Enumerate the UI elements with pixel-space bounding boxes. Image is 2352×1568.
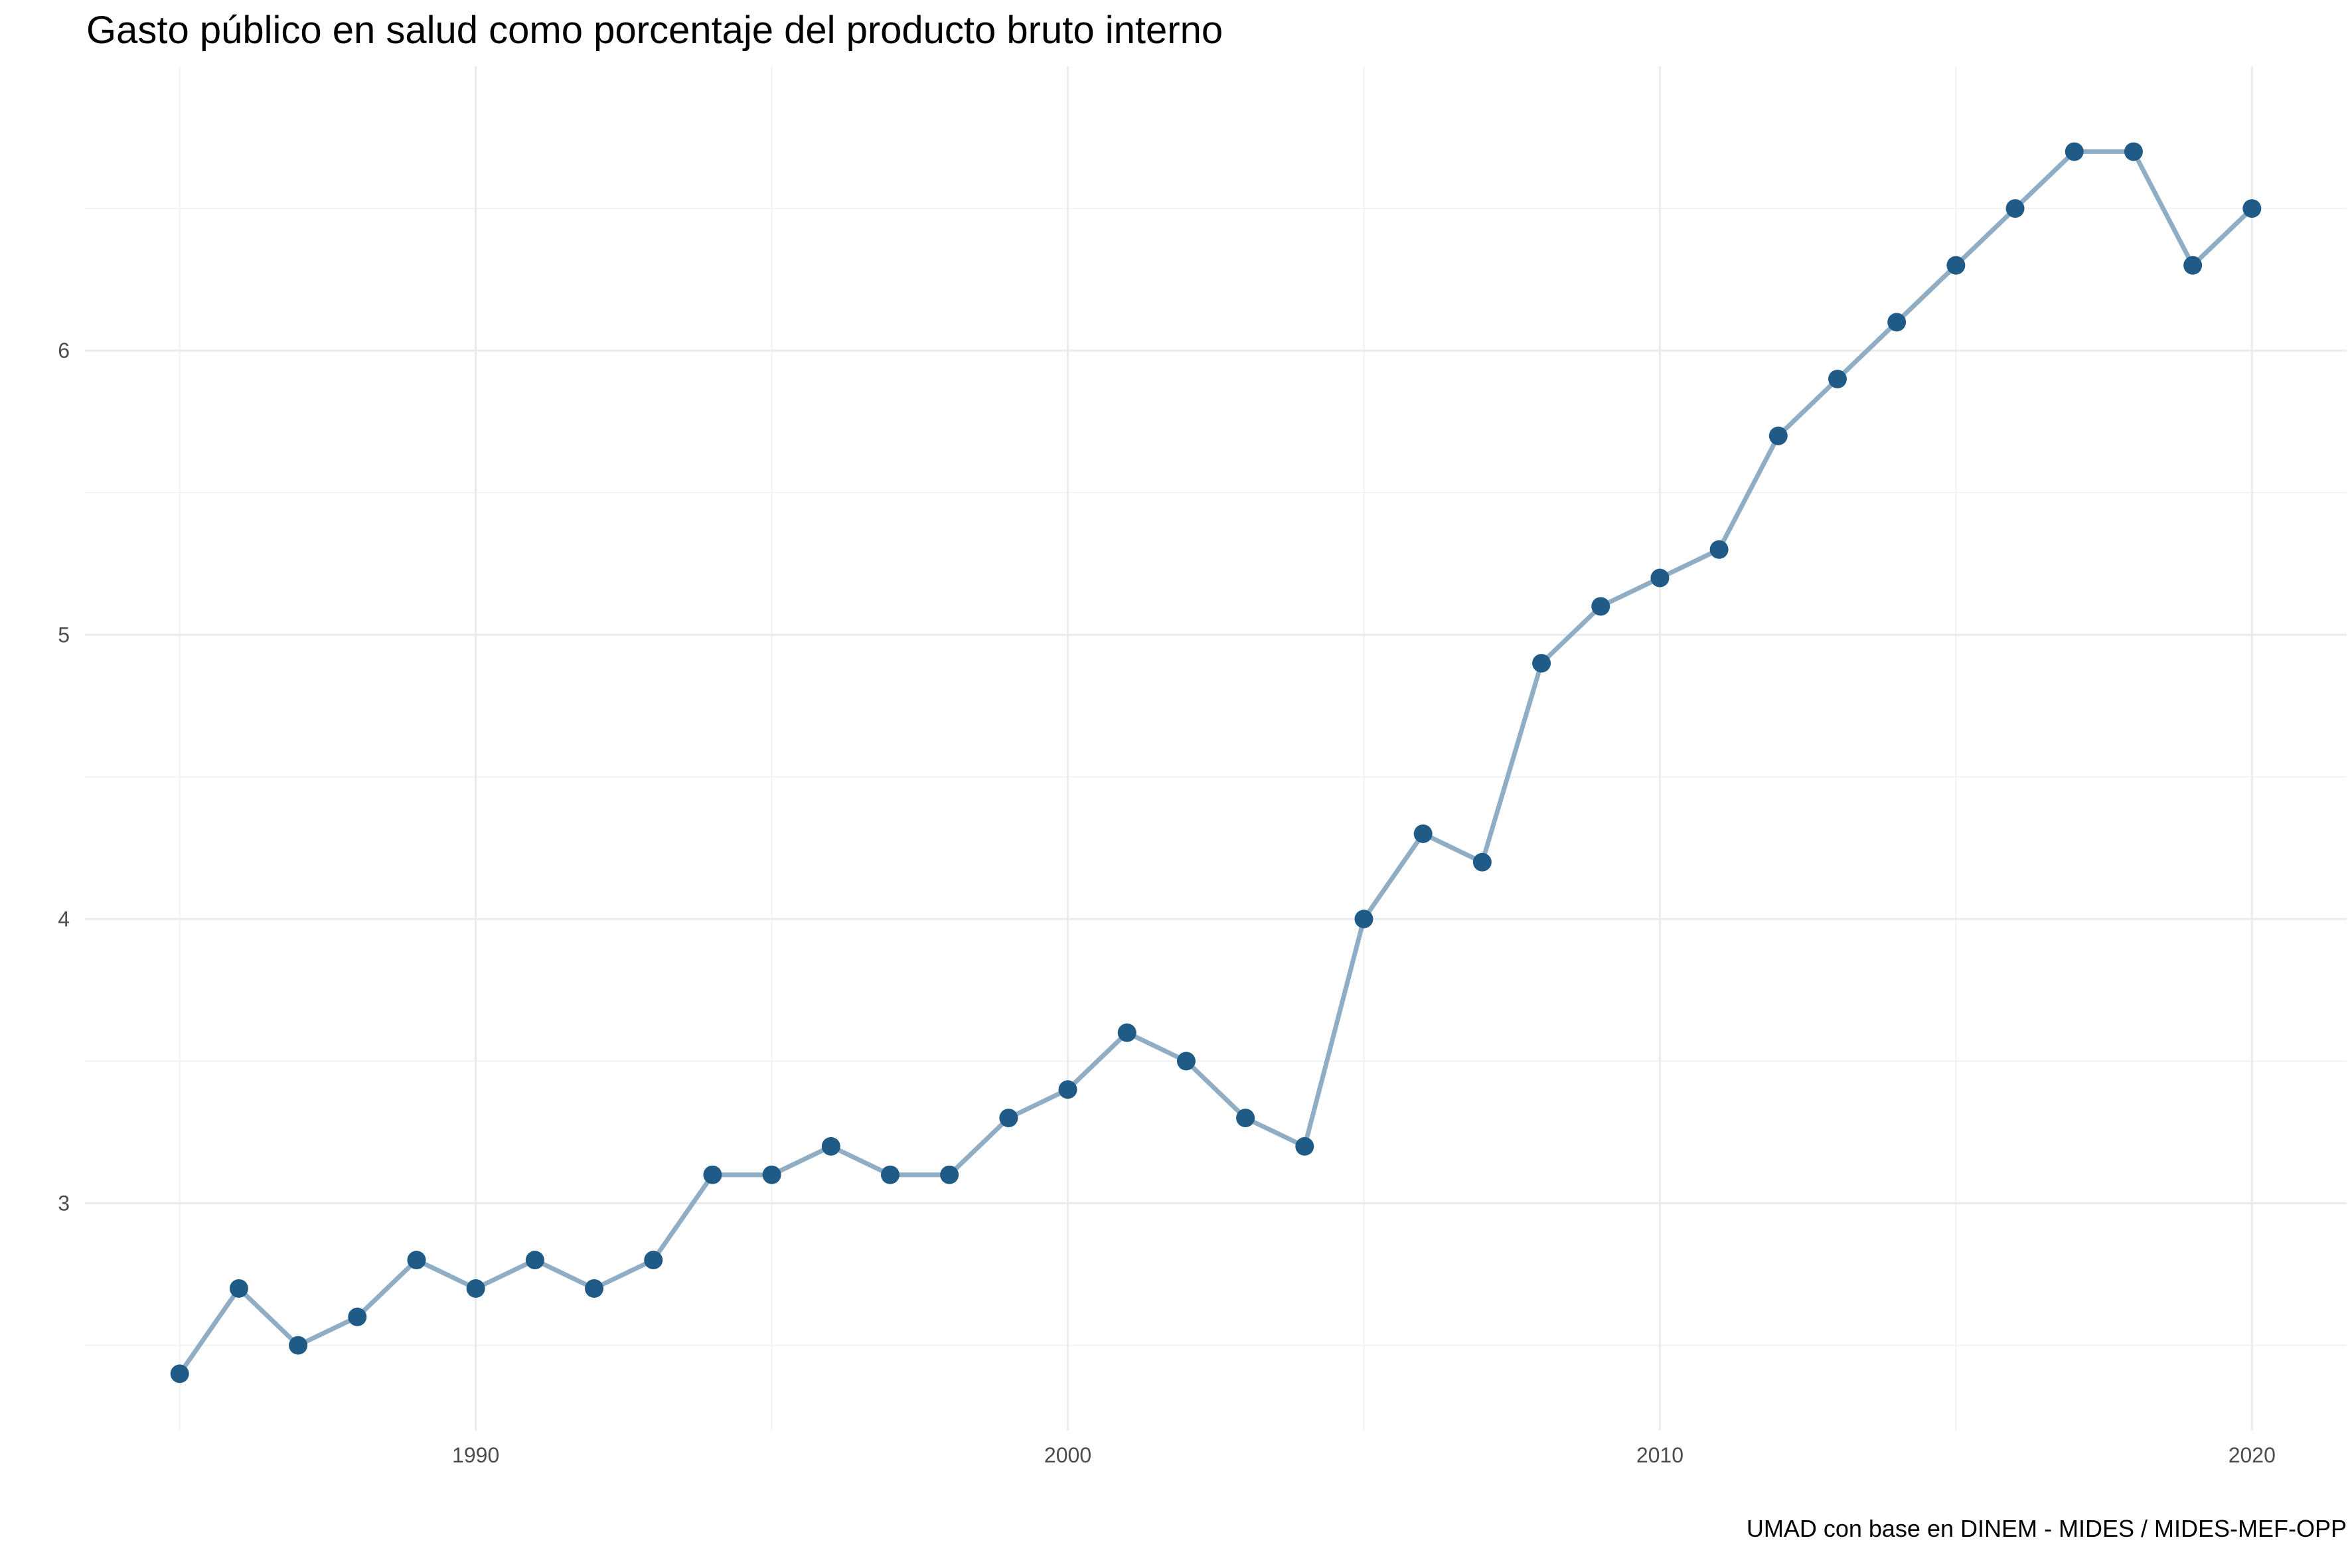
data-point	[1887, 313, 1907, 332]
data-point	[466, 1279, 485, 1298]
data-point	[880, 1165, 900, 1184]
data-point	[289, 1336, 308, 1355]
minor-gridlines	[85, 66, 2347, 1431]
y-axis: 3 4 5 6	[58, 339, 70, 1215]
data-point	[1176, 1052, 1196, 1071]
chart-caption: UMAD con base en DINEM - MIDES / MIDES-M…	[1746, 1515, 2347, 1542]
data-point	[2005, 199, 2025, 218]
data-point	[1472, 852, 1492, 872]
data-point	[1709, 540, 1729, 559]
data-point	[1591, 597, 1610, 616]
x-tick-label: 2020	[2229, 1443, 2276, 1467]
data-point	[2242, 199, 2262, 218]
data-point	[1650, 568, 1670, 588]
chart-title: Gasto público en salud como porcentaje d…	[86, 9, 1223, 52]
data-point	[1295, 1137, 1314, 1156]
data-point	[170, 1364, 189, 1383]
major-gridlines	[85, 66, 2347, 1431]
data-point	[821, 1137, 840, 1156]
data-point	[1117, 1023, 1137, 1042]
data-point	[229, 1279, 248, 1298]
series-line	[177, 149, 2254, 1376]
data-point	[1828, 369, 1847, 388]
data-point	[2124, 142, 2143, 161]
data-point	[940, 1165, 959, 1184]
y-tick-label: 3	[58, 1192, 70, 1215]
data-point	[1413, 824, 1433, 843]
data-point	[1768, 426, 1788, 445]
data-point	[1058, 1080, 1077, 1099]
data-point	[999, 1109, 1018, 1128]
y-tick-label: 4	[58, 907, 70, 931]
data-point	[585, 1279, 604, 1298]
data-point	[1946, 256, 1966, 275]
data-point	[644, 1251, 663, 1270]
x-tick-label: 2010	[1636, 1443, 1684, 1467]
series-points-group	[170, 142, 2262, 1383]
series-line-group	[177, 149, 2254, 1376]
data-point	[1236, 1109, 1255, 1128]
data-point	[2183, 256, 2203, 275]
data-point	[762, 1165, 781, 1184]
x-tick-label: 1990	[452, 1443, 499, 1467]
x-axis: 1990 2000 2010 2020	[452, 1443, 2276, 1467]
data-point	[2065, 142, 2084, 161]
data-point	[1354, 909, 1373, 929]
data-point	[1532, 654, 1551, 673]
data-point	[525, 1251, 544, 1270]
x-tick-label: 2000	[1044, 1443, 1091, 1467]
data-point	[703, 1165, 722, 1184]
data-point	[348, 1307, 367, 1326]
y-tick-label: 5	[58, 623, 70, 647]
data-point	[407, 1251, 426, 1270]
y-tick-label: 6	[58, 339, 70, 362]
